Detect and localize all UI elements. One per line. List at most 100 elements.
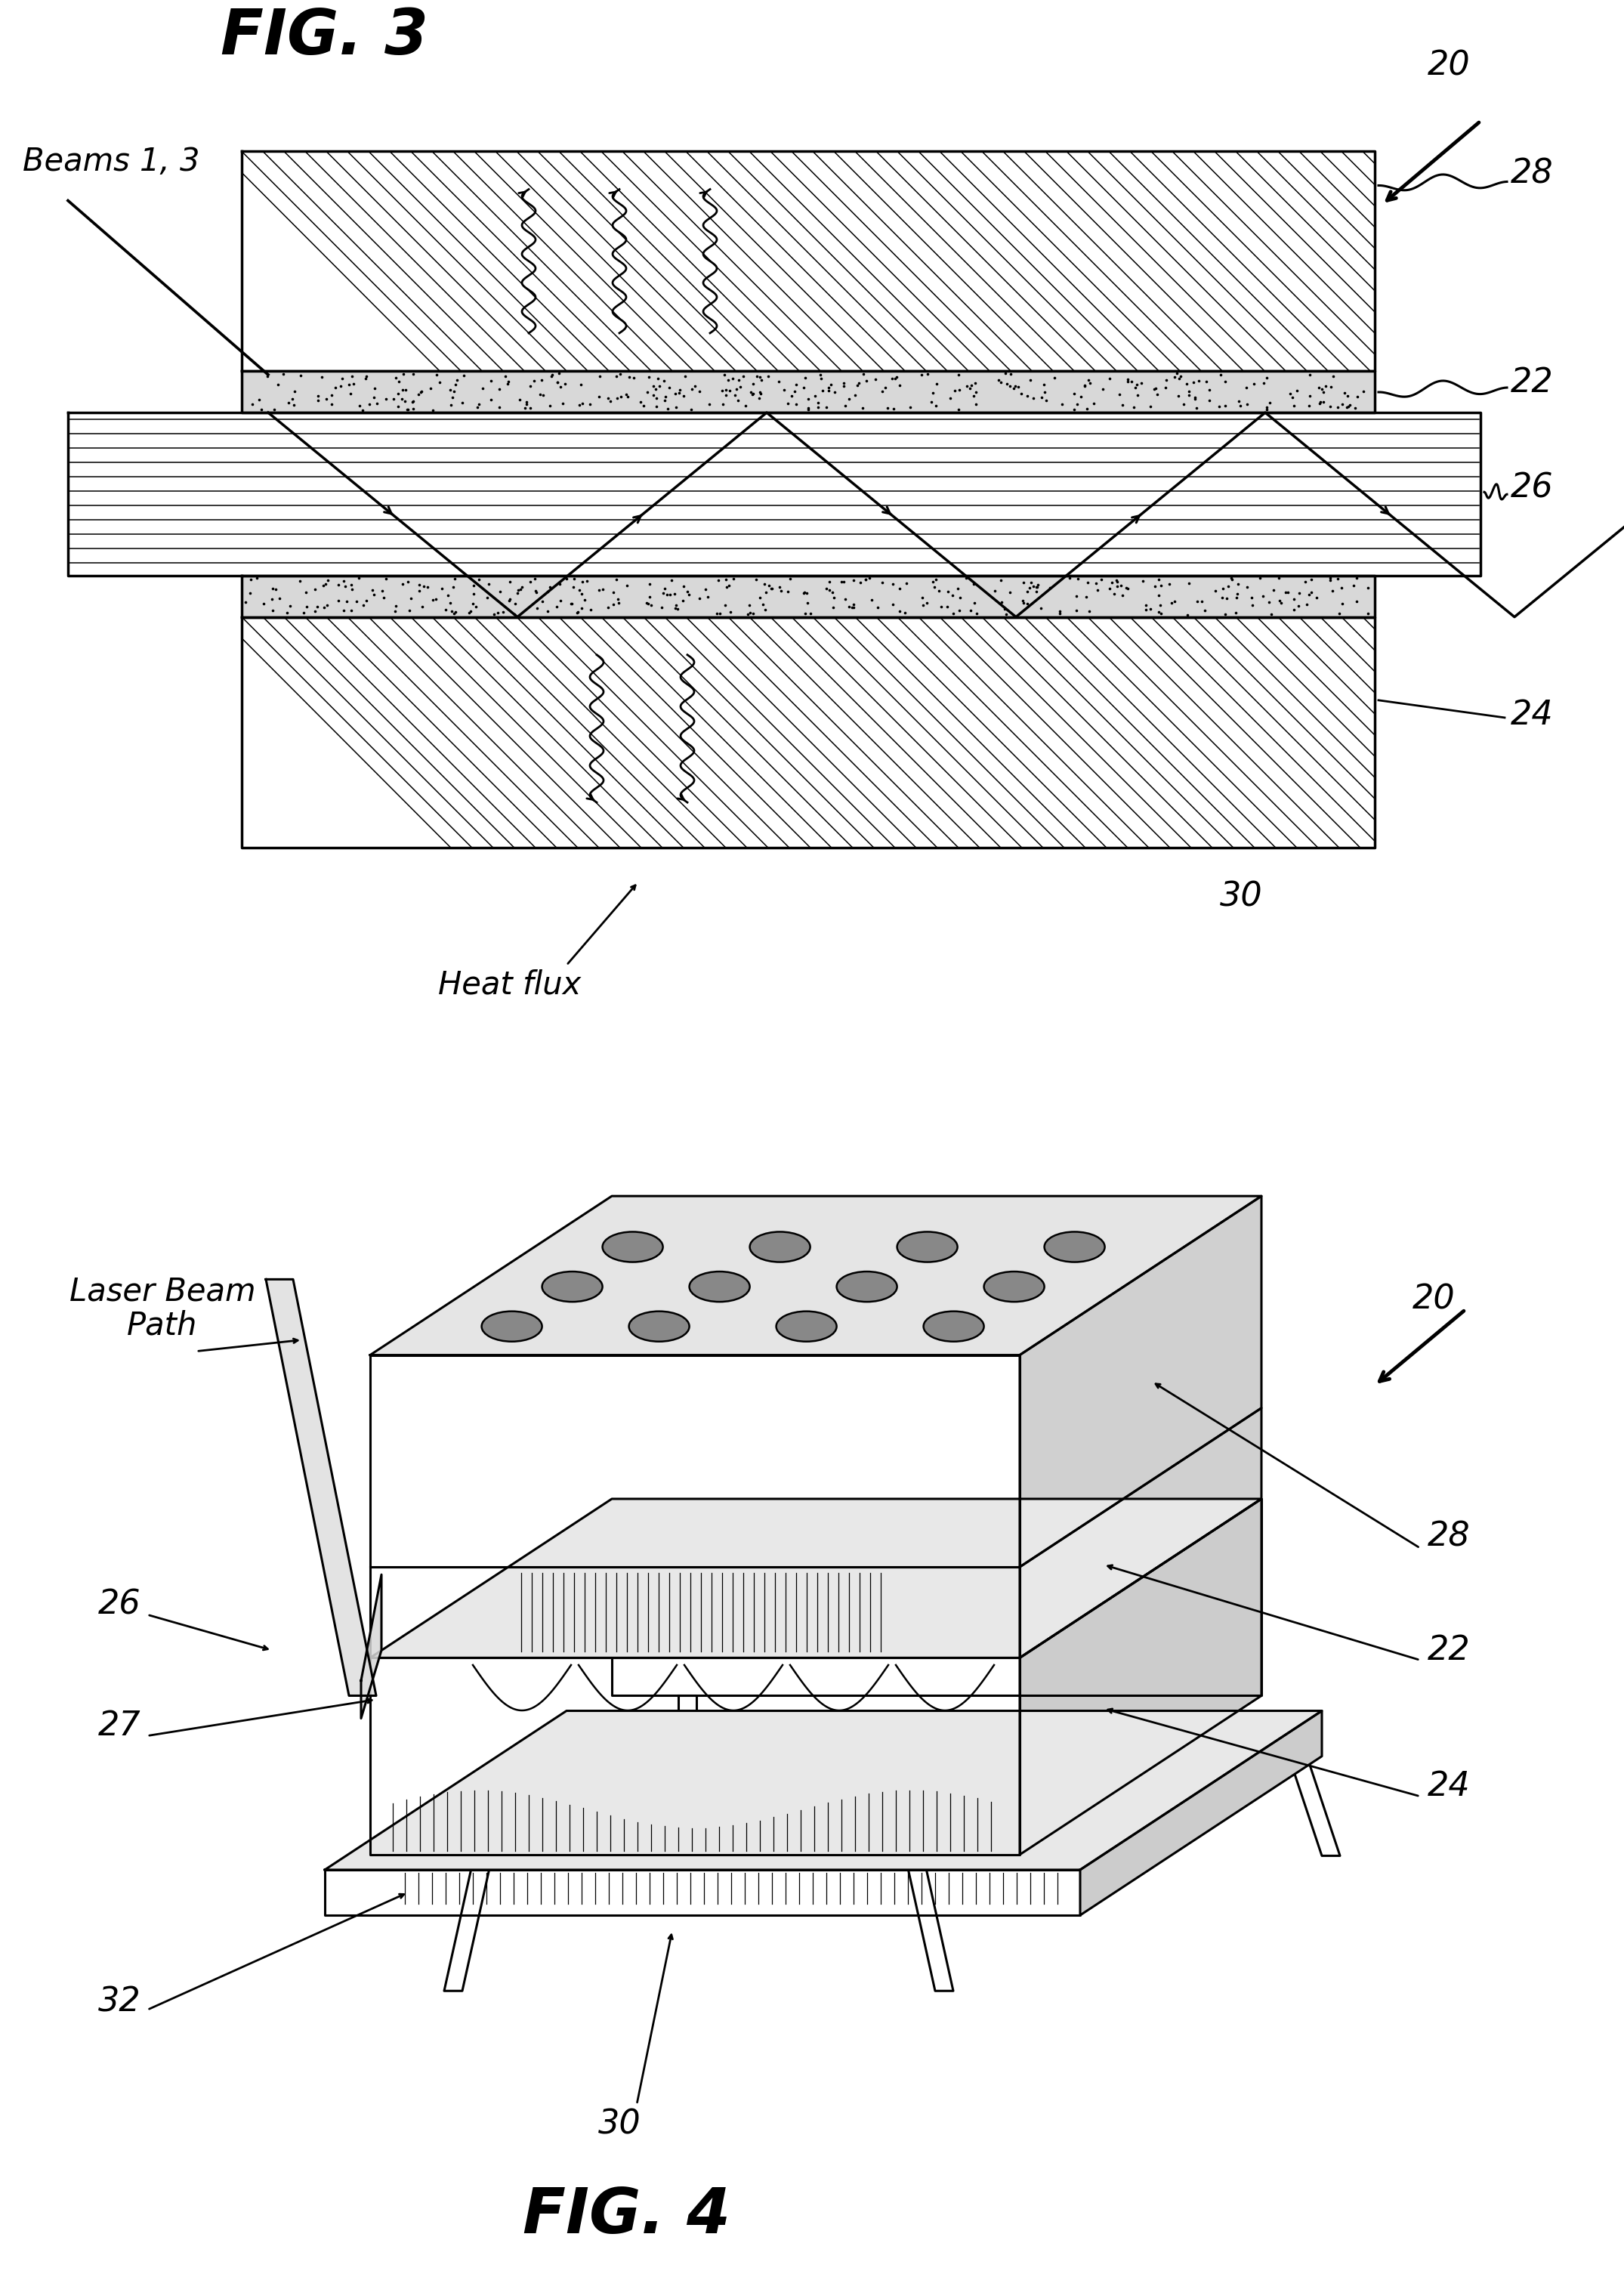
Point (1234, 386, 1260, 422)
Text: 28: 28 (1510, 159, 1554, 191)
Point (309, 359, 335, 395)
Ellipse shape (603, 1231, 663, 1263)
Point (1345, 379, 1371, 416)
Point (853, 561, 879, 597)
Point (1223, 579, 1249, 615)
Point (357, 386, 383, 422)
Point (456, 595, 482, 631)
Point (1356, 570, 1382, 606)
Point (650, 575, 676, 611)
Point (793, 575, 818, 611)
Point (508, 568, 534, 604)
Point (841, 588, 867, 625)
Point (796, 379, 822, 416)
Point (1000, 370, 1026, 407)
Point (1038, 570, 1064, 606)
Point (1218, 559, 1244, 595)
Point (346, 388, 372, 425)
Point (315, 588, 341, 625)
Point (869, 372, 895, 409)
Point (1298, 575, 1324, 611)
Point (1220, 561, 1246, 597)
Point (1137, 590, 1163, 627)
Point (744, 561, 770, 597)
Point (831, 366, 857, 402)
Point (817, 563, 843, 600)
Point (258, 581, 284, 618)
Point (1328, 586, 1354, 622)
Point (1265, 561, 1291, 597)
Point (560, 568, 586, 604)
Point (687, 579, 713, 615)
Point (841, 586, 867, 622)
Point (666, 375, 692, 411)
Point (942, 372, 968, 409)
Polygon shape (242, 575, 1376, 618)
Point (1257, 384, 1283, 420)
Point (261, 391, 287, 427)
Point (830, 368, 856, 404)
Point (253, 359, 279, 395)
Point (437, 586, 463, 622)
Point (534, 593, 560, 629)
Point (1330, 386, 1356, 422)
Point (635, 359, 661, 395)
Point (323, 370, 349, 407)
Ellipse shape (924, 1310, 984, 1342)
Point (539, 359, 565, 395)
Point (1250, 366, 1276, 402)
Point (606, 586, 632, 622)
Point (450, 357, 476, 393)
Polygon shape (68, 413, 1481, 575)
Point (1203, 572, 1229, 609)
Point (596, 588, 622, 625)
Point (783, 366, 809, 402)
Point (924, 366, 950, 402)
Point (1072, 368, 1098, 404)
Point (1129, 366, 1155, 402)
Point (687, 372, 713, 409)
Point (814, 570, 840, 606)
Point (710, 372, 736, 409)
Point (693, 570, 719, 606)
Point (408, 375, 434, 411)
Ellipse shape (896, 1231, 958, 1263)
Point (997, 575, 1023, 611)
Point (1017, 361, 1043, 397)
Point (1275, 575, 1301, 611)
Point (442, 595, 468, 631)
Point (331, 563, 357, 600)
Point (603, 359, 628, 395)
Point (544, 588, 570, 625)
Point (960, 377, 986, 413)
Point (957, 370, 983, 407)
Point (1147, 561, 1173, 597)
Point (711, 357, 737, 393)
Point (1147, 595, 1173, 631)
Point (572, 581, 598, 618)
Point (255, 357, 281, 393)
Point (1020, 568, 1046, 604)
Point (1309, 370, 1335, 407)
Point (771, 372, 797, 409)
Point (354, 359, 380, 395)
Point (934, 588, 960, 625)
Point (374, 382, 400, 418)
Point (518, 563, 544, 600)
Point (1064, 593, 1090, 629)
Point (400, 384, 425, 420)
Point (880, 391, 906, 427)
Point (443, 361, 469, 397)
Point (1096, 361, 1122, 397)
Point (385, 375, 411, 411)
Point (1281, 590, 1307, 627)
Point (244, 561, 270, 597)
Point (1109, 386, 1135, 422)
Point (1142, 568, 1168, 604)
Point (724, 370, 750, 407)
Point (518, 368, 544, 404)
Point (862, 361, 888, 397)
Point (796, 391, 822, 427)
Point (568, 575, 594, 611)
Point (1064, 386, 1090, 422)
